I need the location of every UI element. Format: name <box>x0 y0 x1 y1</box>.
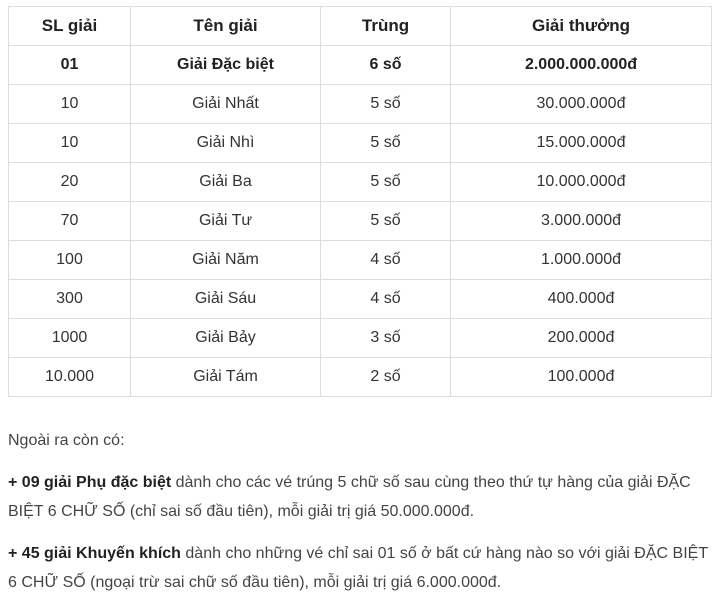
cell-prize-value: 100.000đ <box>450 357 712 397</box>
table-row: 1000 Giải Bảy 3 số 200.000đ <box>8 318 712 358</box>
table-row: 10 Giải Nhất 5 số 30.000.000đ <box>8 84 712 124</box>
header-match: Trùng <box>320 6 451 46</box>
cell-quantity: 10 <box>8 84 131 124</box>
header-prize-name: Tên giải <box>130 6 321 46</box>
table-row: 100 Giải Năm 4 số 1.000.000đ <box>8 240 712 280</box>
header-quantity: SL giải <box>8 6 131 46</box>
cell-quantity: 10 <box>8 123 131 163</box>
table-row: 20 Giải Ba 5 số 10.000.000đ <box>8 162 712 202</box>
cell-prize-value: 15.000.000đ <box>450 123 712 163</box>
cell-prize-name: Giải Ba <box>130 162 321 202</box>
cell-prize-name: Giải Tư <box>130 201 321 241</box>
prize-table: SL giải Tên giải Trùng Giải thưởng 01 Giả… <box>8 6 712 397</box>
consolation-prize-desc: dành cho những vé chỉ sai 01 số ở bất cứ… <box>8 545 708 591</box>
cell-prize-name: Giải Tám <box>130 357 321 397</box>
consolation-prize-title: + 45 giải Khuyến khích <box>8 545 181 562</box>
cell-prize-value: 2.000.000.000đ <box>450 45 712 85</box>
cell-prize-value: 3.000.000đ <box>450 201 712 241</box>
cell-prize-value: 200.000đ <box>450 318 712 358</box>
extra-prizes-text: Ngoài ra còn có: + 09 giải Phụ đặc biệt … <box>8 426 714 610</box>
cell-match: 5 số <box>320 162 451 202</box>
cell-quantity: 100 <box>8 240 131 280</box>
cell-match: 4 số <box>320 240 451 280</box>
table-row: 10.000 Giải Tám 2 số 100.000đ <box>8 357 712 397</box>
special-sub-prize-desc: dành cho các vé trúng 5 chữ số sau cùng … <box>8 474 691 520</box>
table-row: 10 Giải Nhì 5 số 15.000.000đ <box>8 123 712 163</box>
table-row: 70 Giải Tư 5 số 3.000.000đ <box>8 201 712 241</box>
cell-prize-name: Giải Đặc biệt <box>130 45 321 85</box>
cell-match: 2 số <box>320 357 451 397</box>
header-row: SL giải Tên giải Trùng Giải thưởng <box>8 6 712 46</box>
cell-prize-value: 10.000.000đ <box>450 162 712 202</box>
cell-match: 5 số <box>320 84 451 124</box>
special-sub-prize-title: + 09 giải Phụ đặc biệt <box>8 474 172 491</box>
table-row: 300 Giải Sáu 4 số 400.000đ <box>8 279 712 319</box>
cell-quantity: 10.000 <box>8 357 131 397</box>
cell-prize-value: 400.000đ <box>450 279 712 319</box>
cell-match: 3 số <box>320 318 451 358</box>
cell-prize-value: 1.000.000đ <box>450 240 712 280</box>
cell-prize-name: Giải Nhì <box>130 123 321 163</box>
cell-quantity: 20 <box>8 162 131 202</box>
cell-prize-name: Giải Nhất <box>130 84 321 124</box>
consolation-prize-paragraph: + 45 giải Khuyến khích dành cho những vé… <box>8 539 714 597</box>
cell-quantity: 1000 <box>8 318 131 358</box>
special-sub-prize-paragraph: + 09 giải Phụ đặc biệt dành cho các vé t… <box>8 468 714 526</box>
cell-quantity: 300 <box>8 279 131 319</box>
cell-match: 5 số <box>320 123 451 163</box>
cell-prize-name: Giải Sáu <box>130 279 321 319</box>
cell-match: 4 số <box>320 279 451 319</box>
header-prize-value: Giải thưởng <box>450 6 712 46</box>
cell-quantity: 70 <box>8 201 131 241</box>
table-row: 01 Giải Đặc biệt 6 số 2.000.000.000đ <box>8 45 712 85</box>
intro-text: Ngoài ra còn có: <box>8 432 125 449</box>
cell-prize-name: Giải Bảy <box>130 318 321 358</box>
cell-prize-value: 30.000.000đ <box>450 84 712 124</box>
cell-match: 5 số <box>320 201 451 241</box>
cell-prize-name: Giải Năm <box>130 240 321 280</box>
cell-quantity: 01 <box>8 45 131 85</box>
cell-match: 6 số <box>320 45 451 85</box>
